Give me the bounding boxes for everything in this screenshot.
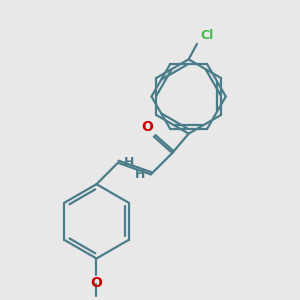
Text: Cl: Cl bbox=[200, 28, 214, 41]
Text: O: O bbox=[141, 120, 153, 134]
Text: H: H bbox=[134, 168, 145, 181]
Text: H: H bbox=[124, 156, 134, 169]
Text: O: O bbox=[91, 276, 102, 290]
